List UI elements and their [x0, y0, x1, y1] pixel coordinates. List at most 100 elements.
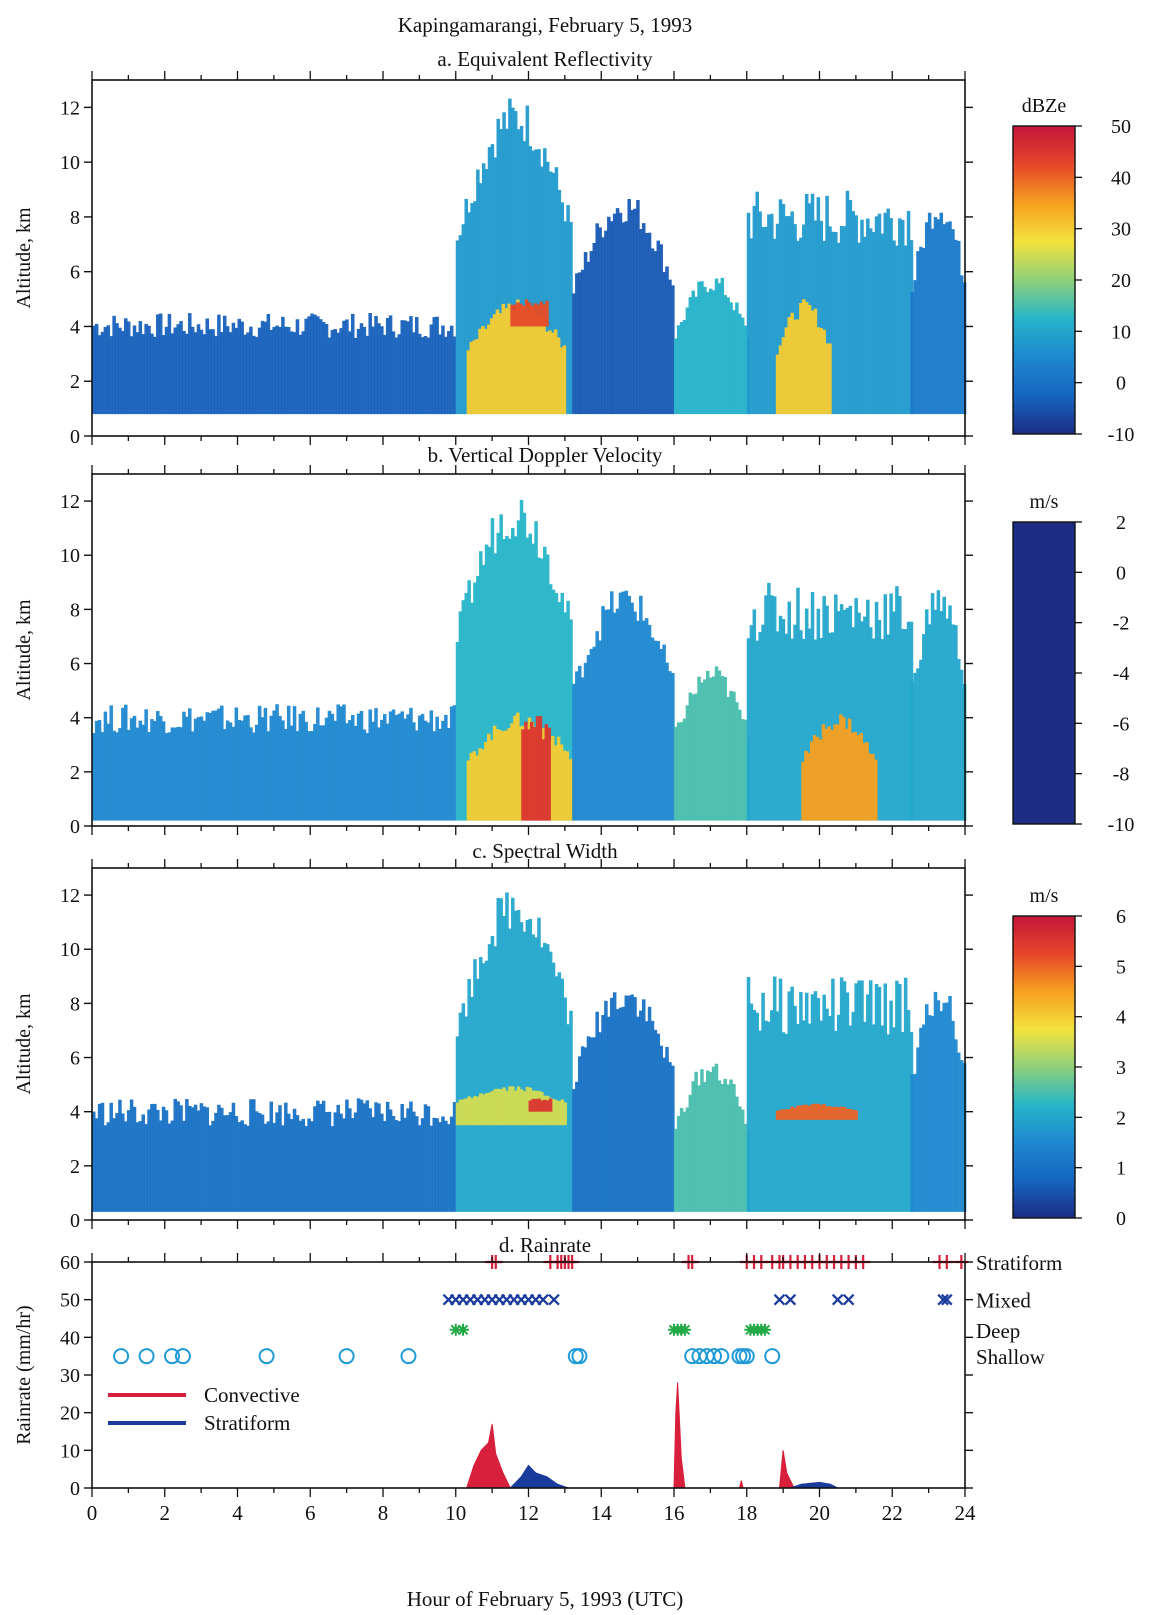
echo-cell — [749, 625, 754, 821]
echo-cell — [624, 590, 629, 821]
echo-cell — [854, 215, 858, 415]
echo-cell — [467, 1096, 471, 1126]
echo-cell — [269, 329, 274, 415]
echo-cell — [732, 1084, 736, 1212]
echo-cell — [449, 706, 454, 821]
echo-cell — [502, 1087, 506, 1126]
echo-cell — [252, 335, 256, 415]
echo-cell — [845, 190, 850, 415]
echo-cell — [132, 715, 137, 821]
echo-cell — [173, 1098, 177, 1212]
echo-cell — [668, 279, 672, 415]
marker-mixed — [941, 1293, 953, 1306]
echo-cell — [342, 1118, 346, 1212]
rainrate-area-convective — [673, 1382, 686, 1489]
x-tick-label: 12 — [518, 1501, 539, 1525]
echo-cell — [839, 225, 844, 415]
echo-cell — [487, 1092, 492, 1126]
echo-cell — [767, 214, 771, 415]
echo-cell — [368, 709, 372, 821]
echo-cell — [639, 228, 643, 415]
echo-cell — [385, 723, 390, 821]
echo-cell — [284, 326, 288, 415]
echo-cell — [481, 1094, 486, 1126]
echo-cell — [910, 292, 914, 415]
echo-cell — [388, 315, 393, 415]
echo-cell — [350, 714, 355, 821]
echo-cell — [409, 707, 413, 821]
echo-cell — [167, 1123, 172, 1212]
echo-cell — [115, 1113, 119, 1212]
echo-cell — [144, 323, 148, 415]
echo-cell — [679, 322, 684, 415]
echo-cell — [796, 1105, 800, 1120]
echo-cell — [834, 231, 838, 415]
echo-cell — [348, 720, 352, 821]
echo-cell — [746, 638, 751, 821]
echo-cell — [417, 1125, 422, 1212]
echo-cell — [857, 242, 861, 415]
echo-cell — [473, 582, 477, 821]
echo-cell — [778, 978, 783, 1212]
echo-cell — [307, 731, 311, 821]
echo-cell — [671, 1065, 675, 1212]
echo-cell — [371, 1117, 375, 1212]
echo-cell — [534, 149, 538, 415]
echo-cell — [532, 727, 537, 821]
echo-cell — [115, 323, 119, 415]
echo-cell — [429, 324, 434, 415]
echo-cell — [848, 1108, 853, 1120]
echo-cell — [685, 1107, 690, 1212]
echo-cell — [449, 325, 454, 415]
echo-cell — [380, 1113, 384, 1212]
echo-cell — [135, 1122, 140, 1212]
echo-cell — [738, 1106, 742, 1212]
echo-cell — [97, 719, 102, 821]
echo-cell — [193, 332, 198, 415]
echo-cell — [504, 308, 509, 415]
echo-cell — [527, 302, 532, 327]
echo-cell — [522, 1091, 527, 1126]
echo-cell — [286, 705, 291, 821]
echo-cell — [948, 605, 952, 821]
echo-cell — [945, 222, 949, 415]
echo-cell — [799, 302, 803, 415]
y-tick-label: 0 — [70, 426, 80, 448]
colorbar-tick-label: 20 — [1111, 270, 1131, 292]
rainrate-area-stratiform — [790, 1481, 838, 1489]
echo-cell — [129, 1099, 134, 1212]
echo-cell — [513, 910, 518, 1212]
echo-cell — [889, 1000, 893, 1212]
echo-cell — [580, 677, 585, 821]
echo-cell — [484, 328, 488, 415]
echo-cell — [493, 157, 498, 415]
echo-cell — [327, 710, 332, 821]
echo-cell — [112, 1118, 116, 1212]
echo-cell — [758, 1030, 762, 1212]
echo-cell — [711, 676, 716, 821]
echo-cell — [618, 212, 623, 415]
echo-cell — [249, 727, 253, 821]
echo-cell — [543, 1099, 547, 1112]
echo-cell — [607, 1016, 611, 1212]
echo-cell — [505, 1090, 509, 1126]
echo-cell — [121, 707, 125, 821]
echo-cell — [362, 729, 367, 821]
echo-cell — [848, 199, 853, 415]
echo-cell — [738, 313, 742, 415]
echo-cell — [214, 710, 218, 821]
echo-cell — [260, 320, 265, 415]
echo-cell — [356, 328, 361, 415]
echo-cell — [295, 731, 300, 821]
echo-cell — [374, 708, 378, 821]
echo-cell — [316, 1100, 320, 1212]
echo-cell — [537, 557, 541, 821]
echo-cell — [886, 634, 890, 821]
echo-cell — [871, 754, 875, 821]
echo-cell — [598, 227, 602, 415]
echo-cell — [834, 1030, 838, 1212]
echo-cell — [438, 728, 442, 821]
echo-cell — [516, 520, 521, 821]
echo-cell — [452, 1102, 457, 1212]
echo-cell — [336, 332, 340, 415]
